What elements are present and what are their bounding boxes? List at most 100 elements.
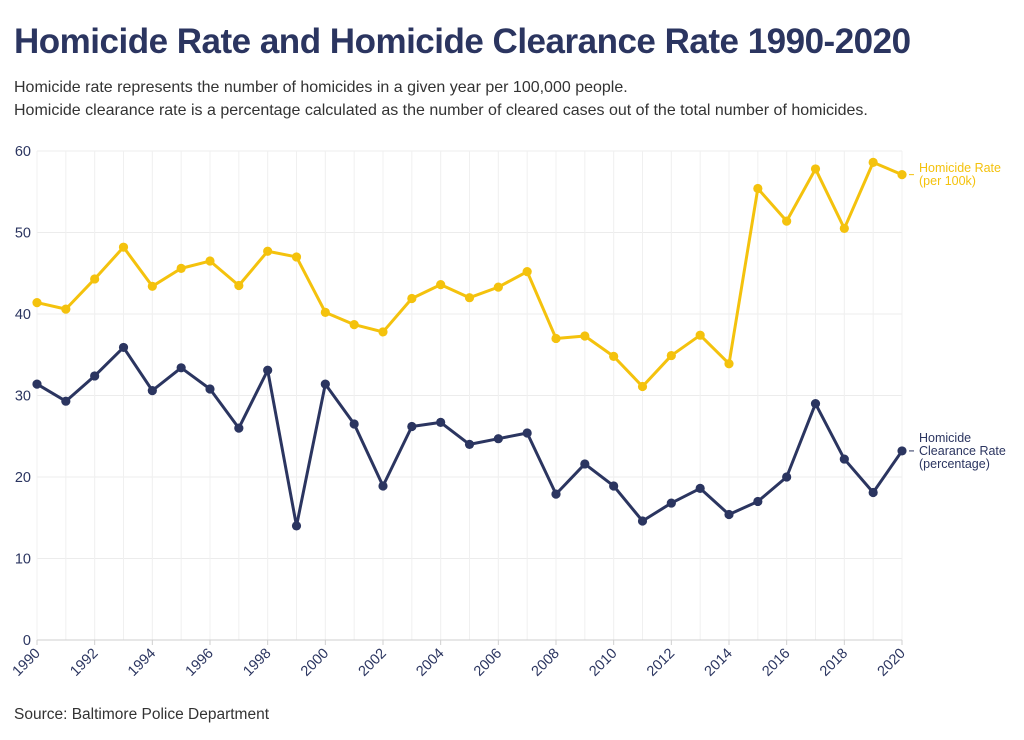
data-point-1-2008 (551, 489, 561, 499)
data-point-1-2010 (609, 481, 619, 491)
x-tick-label: 2020 (875, 646, 909, 680)
x-tick-label: 2004 (413, 646, 447, 680)
data-point-1-1992 (90, 371, 100, 381)
data-point-1-1991 (61, 396, 71, 406)
x-tick-label: 2014 (702, 646, 736, 680)
x-tick-label: 2006 (471, 646, 505, 680)
data-point-0-2006 (493, 282, 503, 292)
data-point-1-2013 (695, 483, 705, 494)
data-point-0-2009 (580, 331, 590, 341)
x-tick-label: 2012 (644, 646, 678, 680)
y-tick-label: 10 (15, 552, 31, 568)
data-point-0-2015 (753, 183, 763, 194)
data-point-1-2001 (349, 419, 359, 429)
chart-title: Homicide Rate and Homicide Clearance Rat… (14, 22, 911, 61)
y-tick-label: 40 (15, 307, 31, 323)
data-point-1-1996 (205, 384, 215, 394)
data-point-0-2005 (464, 293, 475, 303)
x-tick-label: 1998 (240, 646, 274, 680)
series-label-0: Homicide Rate (per 100k) (919, 161, 1001, 188)
x-tick-label: 1994 (125, 646, 159, 680)
data-point-0-2017 (810, 164, 821, 174)
data-point-0-1997 (234, 280, 244, 291)
chart-axes: 0 10 20 30 40 50 60 1990 1992 1994 1996 1998 2000 200… (10, 144, 909, 680)
data-point-1-1999 (291, 521, 302, 531)
data-point-0-2013 (695, 330, 705, 340)
data-point-0-1996 (205, 256, 215, 266)
y-tick-label: 30 (15, 389, 31, 405)
data-point-1-1994 (147, 386, 157, 396)
series-label-line: Homicide (919, 431, 971, 445)
x-tick-label: 2000 (298, 646, 332, 680)
data-point-1-1990 (32, 379, 42, 389)
data-point-0-2000 (320, 307, 330, 317)
data-point-1-2002 (378, 481, 388, 491)
x-tick-label: 2018 (817, 646, 851, 680)
data-point-1-2019 (868, 487, 878, 498)
y-tick-label: 20 (15, 470, 31, 486)
data-point-0-1991 (61, 304, 71, 314)
data-point-1-2003 (407, 421, 417, 432)
chart-subtitle: Homicide rate represents the number of h… (14, 76, 868, 122)
data-point-1-2011 (637, 516, 648, 526)
data-point-1-2005 (464, 439, 475, 449)
y-tick-label: 0 (23, 633, 31, 649)
x-tick-label: 2008 (529, 646, 563, 680)
series-points (32, 157, 907, 531)
data-point-0-2004 (436, 280, 446, 290)
data-point-0-1995 (176, 263, 186, 273)
data-point-1-1998 (263, 365, 273, 375)
data-point-1-2000 (320, 379, 330, 389)
data-point-1-1997 (234, 423, 244, 433)
data-point-0-2019 (868, 157, 878, 168)
data-point-0-1998 (263, 246, 273, 256)
series-label-line: (percentage) (919, 457, 990, 471)
series-label-1: Homicide Clearance Rate (percentage) (919, 431, 1006, 471)
data-point-0-2011 (637, 381, 648, 392)
data-point-1-2012 (666, 498, 676, 508)
x-tick-label: 1996 (183, 646, 217, 680)
x-tick-label: 1992 (67, 646, 101, 680)
x-tick-label: 2002 (356, 646, 390, 680)
data-point-0-2018 (839, 223, 849, 234)
data-point-1-2009 (580, 459, 590, 469)
data-point-0-2007 (522, 267, 532, 277)
series-label-line: Homicide Rate (919, 161, 1001, 175)
data-point-0-1994 (147, 281, 157, 291)
y-tick-label: 60 (15, 144, 31, 160)
y-tick-label: 50 (15, 226, 31, 242)
data-point-1-2007 (522, 428, 532, 438)
data-point-1-2017 (810, 399, 821, 409)
source-note: Source: Baltimore Police Department (14, 706, 270, 723)
data-point-0-2008 (551, 333, 561, 344)
data-point-0-1990 (32, 297, 42, 308)
series-label-line: Clearance Rate (919, 444, 1006, 458)
data-point-1-2014 (724, 509, 734, 520)
data-point-1-2018 (839, 454, 849, 464)
data-point-0-2010 (609, 351, 619, 361)
series-label-line: (per 100k) (919, 174, 976, 188)
data-point-0-2001 (349, 319, 359, 330)
x-tick-label: 2016 (759, 646, 793, 680)
data-point-1-2006 (493, 434, 503, 444)
data-point-1-2016 (782, 472, 792, 482)
data-point-0-2003 (407, 293, 417, 304)
data-point-1-2015 (753, 496, 763, 507)
data-point-0-1999 (291, 252, 302, 262)
data-point-0-2014 (724, 359, 734, 369)
chart-grid (36, 150, 903, 641)
data-point-0-2012 (666, 350, 676, 361)
data-point-1-1993 (118, 342, 129, 353)
series-labels: Homicide Rate (per 100k) Homicide Clearance… (909, 161, 1006, 471)
x-tick-label: 1990 (10, 646, 44, 680)
data-point-0-1993 (118, 242, 129, 252)
data-point-1-2020 (897, 446, 907, 456)
data-point-0-2016 (782, 216, 792, 226)
data-point-0-1992 (90, 274, 100, 284)
data-point-0-2020 (897, 170, 907, 180)
subtitle-line-1: Homicide rate represents the number of h… (14, 79, 628, 96)
subtitle-line-2: Homicide clearance rate is a percentage … (14, 102, 868, 119)
data-point-1-1995 (176, 363, 186, 373)
data-point-1-2004 (436, 417, 446, 427)
